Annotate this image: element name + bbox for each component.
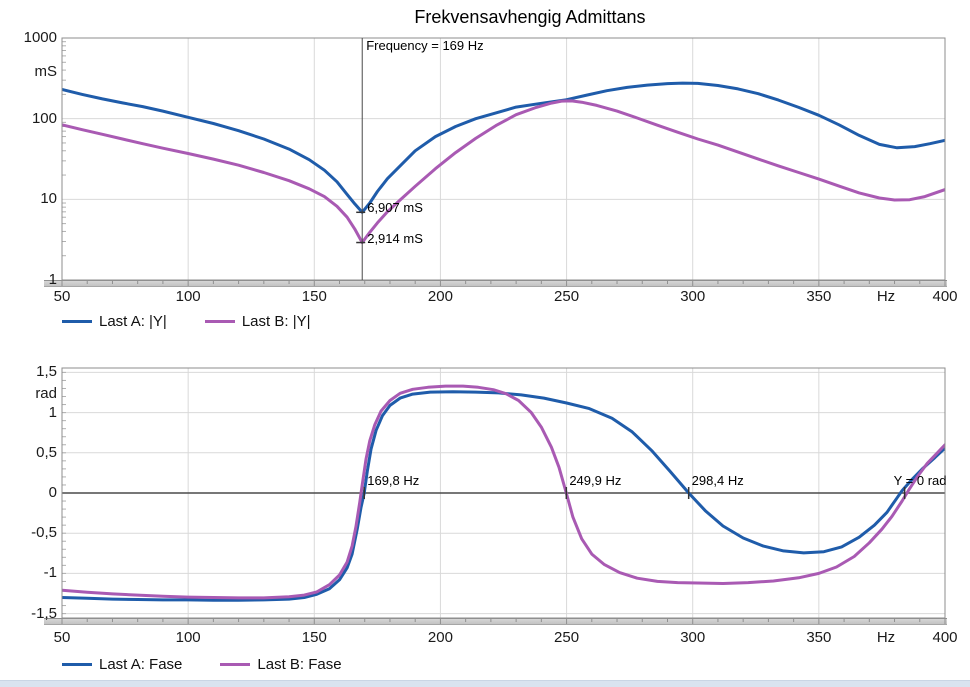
x-tick-label: 100 — [175, 288, 201, 305]
x-tick-label: 100 — [175, 629, 201, 646]
legend-label-last-b-magnitude: Last B: |Y| — [241, 312, 311, 330]
zero-crossing-label-1: 169,8 Hz — [367, 473, 420, 488]
y-tick-label: 1,5 — [36, 363, 57, 381]
x-tick-label: 150 — [301, 288, 327, 305]
cursor-frequency-label: Frequency = 169 Hz — [366, 38, 484, 53]
frequency-cursor[interactable] — [356, 38, 366, 280]
legend-label-last-a-phase: Last A: Fase — [99, 655, 183, 673]
zero-crossing-ticks — [363, 487, 906, 499]
x-tick-label: 400 — [932, 288, 958, 305]
magnitude-plot-frame — [61, 37, 946, 281]
x-unit-label: Hz — [876, 288, 896, 305]
y-tick-label: 1000 — [23, 29, 57, 46]
x-tick-label: 250 — [554, 629, 580, 646]
y-tick-label: 1 — [48, 271, 57, 288]
x-unit-label: Hz — [876, 629, 896, 646]
x-axis-scrollbar[interactable] — [44, 280, 947, 287]
zero-axis-label: Y = 0 rad — [893, 473, 947, 488]
zero-crossing-label-2: 249,9 Hz — [569, 473, 622, 488]
legend-item-last-b-phase[interactable]: Last B: Fase — [220, 655, 342, 673]
legend-item-last-a-magnitude[interactable]: Last A: |Y| — [62, 313, 167, 330]
x-tick-label: 350 — [806, 629, 832, 646]
y-tick-label: 1 — [48, 403, 57, 421]
y-tick-label: -1,5 — [31, 604, 57, 622]
y-tick-label: 10 — [40, 190, 57, 208]
y-tick-label: 0 — [48, 484, 57, 501]
y-unit-label: mS — [34, 63, 58, 80]
x-tick-label: 150 — [301, 629, 327, 646]
y-tick-label: 0,5 — [36, 443, 57, 461]
window-bottom-strip — [0, 680, 970, 687]
y-tick-label: -1 — [43, 564, 57, 582]
curve-last-a-magnitude — [62, 81, 945, 214]
last-b-color-swatch — [204, 319, 235, 323]
legend-item-last-b-magnitude[interactable]: Last B: |Y| — [204, 312, 311, 330]
marker-last-a-label: 6,907 mS — [367, 200, 423, 216]
phase-chart — [44, 367, 947, 625]
last-a-color-swatch — [62, 662, 92, 666]
marker-last-b-label: 2,914 mS — [367, 230, 423, 246]
zero-crossing-label-3: 298,4 Hz — [691, 473, 744, 488]
x-tick-label: 300 — [680, 288, 706, 305]
last-b-color-swatch — [220, 662, 251, 666]
magnitude-curves — [62, 81, 945, 244]
curve-last-b-magnitude — [62, 99, 945, 244]
x-tick-label: 50 — [53, 629, 71, 646]
x-tick-label: 300 — [680, 629, 706, 646]
magnitude-chart — [44, 37, 947, 287]
x-tick-label: 350 — [806, 288, 832, 305]
x-axis-scrollbar[interactable] — [44, 618, 947, 625]
x-tick-label: 400 — [932, 629, 958, 646]
legend-label-last-b-phase: Last B: Fase — [257, 655, 342, 673]
y-tick-label: 100 — [31, 109, 57, 127]
x-tick-label: 200 — [427, 288, 453, 305]
curve-last-b-phase — [62, 384, 945, 600]
legend-item-last-a-phase[interactable]: Last A: Fase — [62, 656, 182, 673]
phase-legend: Last A: Fase Last B: Fase — [62, 655, 380, 673]
page-title: Frekvensavhengig Admittans — [414, 7, 646, 27]
last-a-color-swatch — [62, 319, 92, 323]
phase-curves — [62, 384, 945, 602]
legend-label-last-a-magnitude: Last A: |Y| — [99, 312, 167, 330]
magnitude-minor-ticks — [62, 41, 66, 257]
magnitude-legend: Last A: |Y| Last B: |Y| — [62, 312, 349, 330]
x-tick-label: 50 — [53, 288, 71, 305]
x-tick-label: 250 — [554, 288, 580, 305]
curve-last-a-phase — [62, 390, 945, 602]
x-tick-label: 200 — [427, 629, 453, 646]
y-unit-label: rad — [35, 385, 57, 402]
y-tick-label: -0,5 — [31, 524, 57, 542]
magnitude-grid — [62, 38, 945, 280]
